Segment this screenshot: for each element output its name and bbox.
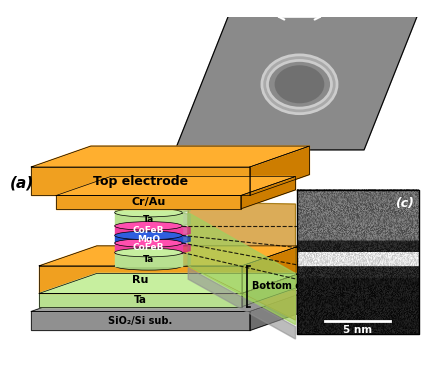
Polygon shape xyxy=(188,268,296,339)
Text: Top electrode: Top electrode xyxy=(93,175,188,188)
Polygon shape xyxy=(115,252,182,266)
Text: Ru: Ru xyxy=(142,203,155,212)
Ellipse shape xyxy=(275,65,324,103)
Text: CoFeB: CoFeB xyxy=(133,243,164,252)
Polygon shape xyxy=(250,146,309,195)
Ellipse shape xyxy=(115,239,182,247)
Polygon shape xyxy=(56,177,296,195)
Polygon shape xyxy=(115,243,182,252)
Text: SiO₂/Si sub.: SiO₂/Si sub. xyxy=(108,316,173,326)
Text: (b): (b) xyxy=(391,126,414,140)
Text: Ru: Ru xyxy=(132,275,149,284)
Polygon shape xyxy=(250,291,309,330)
Polygon shape xyxy=(241,177,296,209)
Text: MgO: MgO xyxy=(137,235,160,244)
Text: (c): (c) xyxy=(395,197,414,210)
Text: Ta: Ta xyxy=(134,295,147,305)
Polygon shape xyxy=(182,252,190,266)
Ellipse shape xyxy=(115,222,182,230)
Polygon shape xyxy=(242,273,299,307)
Ellipse shape xyxy=(115,248,182,257)
Polygon shape xyxy=(115,226,182,236)
Polygon shape xyxy=(182,202,190,213)
Polygon shape xyxy=(188,213,296,325)
Polygon shape xyxy=(182,226,190,236)
Polygon shape xyxy=(115,202,182,213)
Text: 5 nm: 5 nm xyxy=(343,325,372,335)
Text: Cr/Au: Cr/Au xyxy=(132,197,165,207)
Text: Bottom electrode: Bottom electrode xyxy=(252,281,347,291)
Polygon shape xyxy=(31,311,250,330)
Polygon shape xyxy=(39,293,242,307)
Text: CoFeB: CoFeB xyxy=(133,226,164,235)
Polygon shape xyxy=(182,243,190,252)
Polygon shape xyxy=(175,0,424,150)
Polygon shape xyxy=(182,213,190,226)
Text: (a): (a) xyxy=(10,176,33,191)
Ellipse shape xyxy=(115,198,182,206)
Polygon shape xyxy=(115,236,182,243)
Polygon shape xyxy=(188,202,296,320)
Text: 40 nm: 40 nm xyxy=(280,0,319,10)
Polygon shape xyxy=(39,266,242,293)
Text: Ta: Ta xyxy=(143,255,154,264)
Polygon shape xyxy=(39,246,299,266)
Ellipse shape xyxy=(115,262,182,270)
Ellipse shape xyxy=(115,231,182,240)
Polygon shape xyxy=(182,236,190,243)
Polygon shape xyxy=(115,213,182,226)
Ellipse shape xyxy=(115,208,182,217)
Polygon shape xyxy=(39,273,299,293)
Polygon shape xyxy=(242,246,299,293)
Polygon shape xyxy=(31,291,309,311)
Polygon shape xyxy=(56,195,241,209)
Polygon shape xyxy=(31,146,309,167)
Text: Ta: Ta xyxy=(143,215,154,224)
Polygon shape xyxy=(31,167,250,195)
